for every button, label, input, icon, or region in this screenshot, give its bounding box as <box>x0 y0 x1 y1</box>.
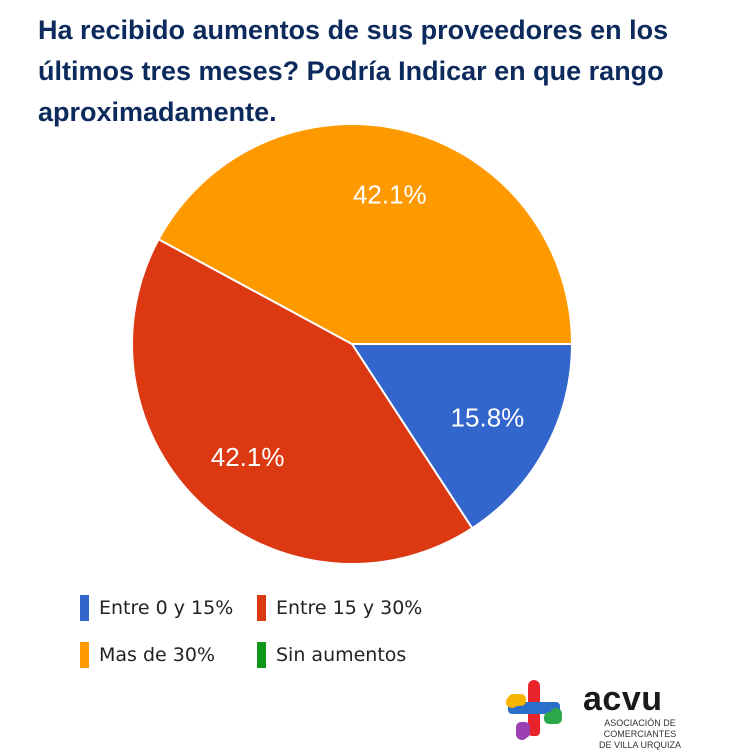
logo-subtitle: ASOCIACIÓN DE COMERCIANTES DE VILLA URQU… <box>580 718 700 751</box>
legend-label-1: Entre 15 y 30% <box>276 597 423 619</box>
logo-people-icon <box>506 680 562 740</box>
legend-swatch-1 <box>257 595 266 621</box>
pie-slice-label-1: 42.1% <box>211 442 285 472</box>
legend-item-0: Entre 0 y 15% <box>80 593 233 623</box>
legend-swatch-2 <box>80 642 89 668</box>
legend-swatch-3 <box>257 642 266 668</box>
logo-subtitle-line2: DE VILLA URQUIZA <box>598 740 682 750</box>
chart-title-text: Ha recibido aumentos de sus proveedores … <box>38 15 669 127</box>
legend-item-1: Entre 15 y 30% <box>257 593 422 623</box>
pie-slice-1 <box>131 237 474 565</box>
pie-chart: 15.8% 42.1% 42.1% <box>131 123 574 565</box>
legend-item-2: Mas de 30% <box>80 640 215 670</box>
pie-slice-2 <box>157 123 574 345</box>
legend-swatch-0 <box>80 595 89 621</box>
logo-subtitle-line1: ASOCIACIÓN DE COMERCIANTES <box>603 718 677 739</box>
legend-item-3: Sin aumentos <box>257 640 406 670</box>
legend-label-0: Entre 0 y 15% <box>99 597 234 619</box>
acvu-logo: acvu ASOCIACIÓN DE COMERCIANTES DE VILLA… <box>500 676 740 750</box>
legend-label-2: Mas de 30% <box>99 644 215 666</box>
legend-label-3: Sin aumentos <box>276 644 407 666</box>
pie-slice-label-0: 15.8% <box>451 402 525 432</box>
pie-slice-0 <box>350 343 574 530</box>
pie-slice-label-2: 42.1% <box>353 180 427 210</box>
logo-wordmark: acvu <box>583 680 663 718</box>
